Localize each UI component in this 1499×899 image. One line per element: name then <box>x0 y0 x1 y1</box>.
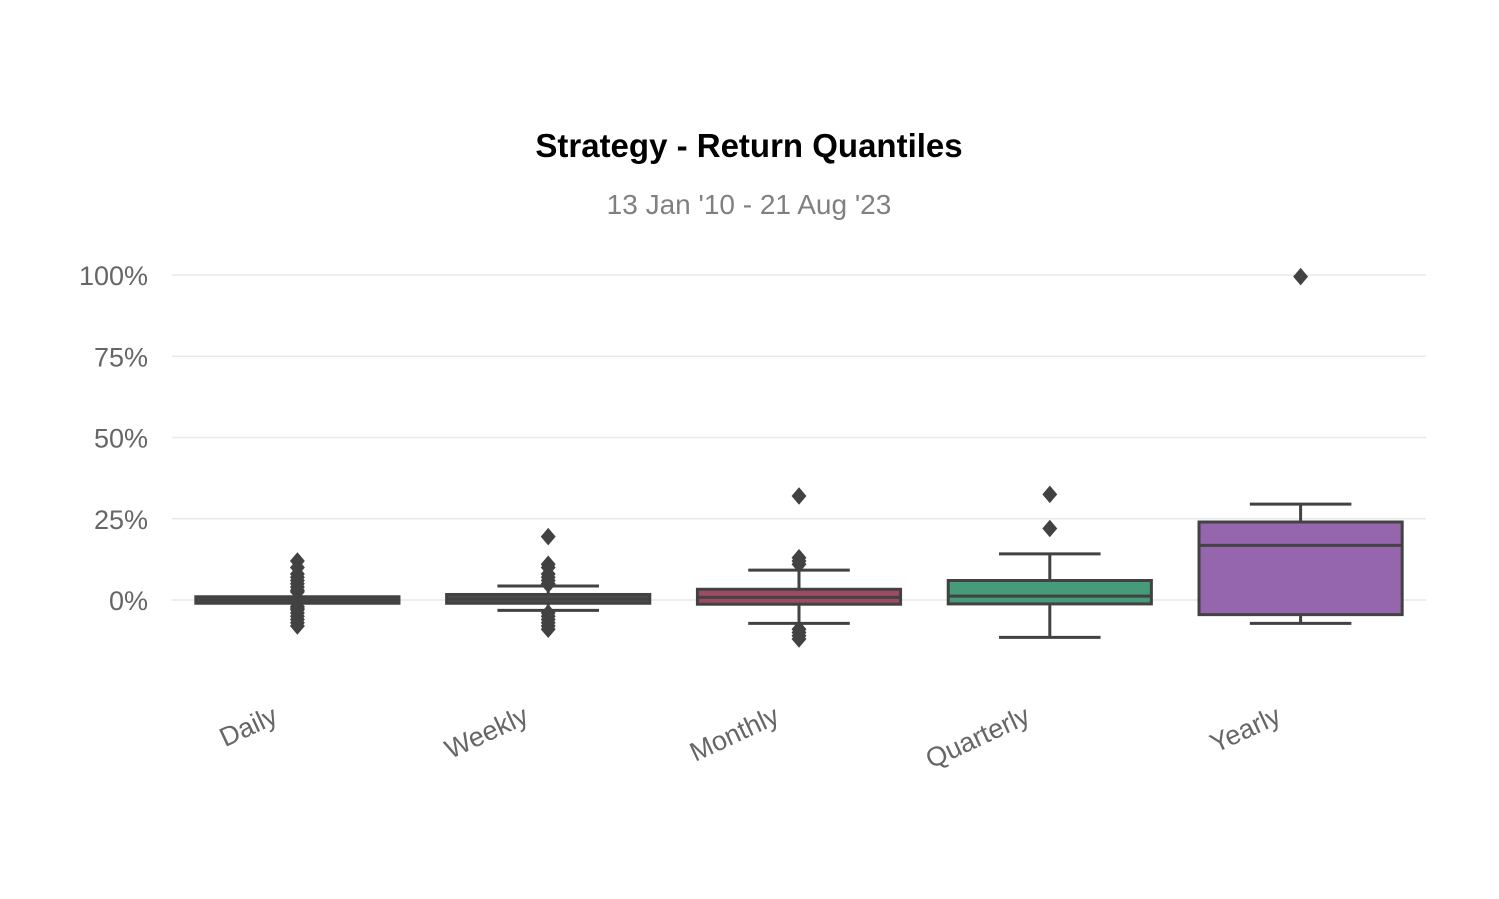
box <box>1197 520 1404 617</box>
x-tick-label: Monthly <box>685 700 784 767</box>
outlier-point <box>791 630 807 648</box>
outlier-point <box>540 527 556 546</box>
chart-title: Strategy - Return Quantiles <box>535 127 962 164</box>
chart-subtitle: 13 Jan '10 - 21 Aug '23 <box>607 189 892 220</box>
y-tick-label: 0% <box>109 586 148 616</box>
outlier-point <box>1042 485 1058 504</box>
x-tick-label: Yearly <box>1205 700 1285 759</box>
x-tick-label: Quarterly <box>921 700 1035 774</box>
y-tick-label: 75% <box>94 342 148 372</box>
boxes <box>194 267 1404 648</box>
outlier-point <box>540 620 556 639</box>
outlier-point <box>289 617 305 635</box>
box-group-yearly <box>1197 267 1404 625</box>
outlier-point <box>791 487 807 505</box>
x-tick-label: Daily <box>215 700 283 753</box>
box-group-monthly <box>695 487 903 648</box>
outlier-point <box>1293 267 1309 286</box>
y-axis-ticks: 0% 25% 50% 75% 100% <box>79 261 148 616</box>
box-group-quarterly <box>946 485 1153 639</box>
y-tick-label: 25% <box>94 505 148 535</box>
y-tick-label: 50% <box>94 424 148 454</box>
outlier-point <box>791 555 807 574</box>
box <box>946 579 1153 606</box>
outlier-point <box>540 575 556 594</box>
x-tick-label: Weekly <box>440 700 533 765</box>
y-tick-label: 100% <box>79 261 148 291</box>
x-axis-labels: Daily Weekly Monthly Quarterly Yearly <box>215 700 1286 774</box>
box-group-daily <box>194 552 401 635</box>
outlier-point <box>1042 519 1058 538</box>
box-group-weekly <box>445 527 652 639</box>
